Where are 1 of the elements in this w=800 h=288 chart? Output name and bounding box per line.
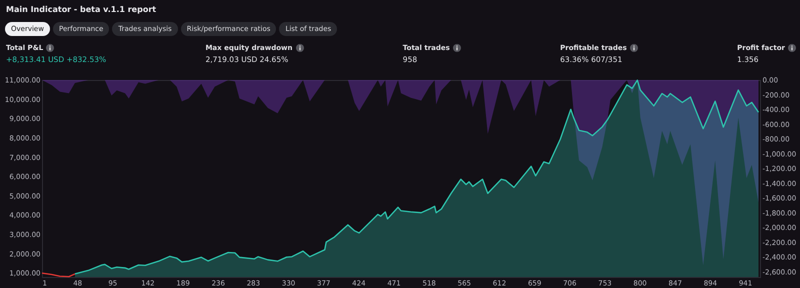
chart-title: Main Indicator - beta v.1.1 report: [6, 5, 156, 14]
